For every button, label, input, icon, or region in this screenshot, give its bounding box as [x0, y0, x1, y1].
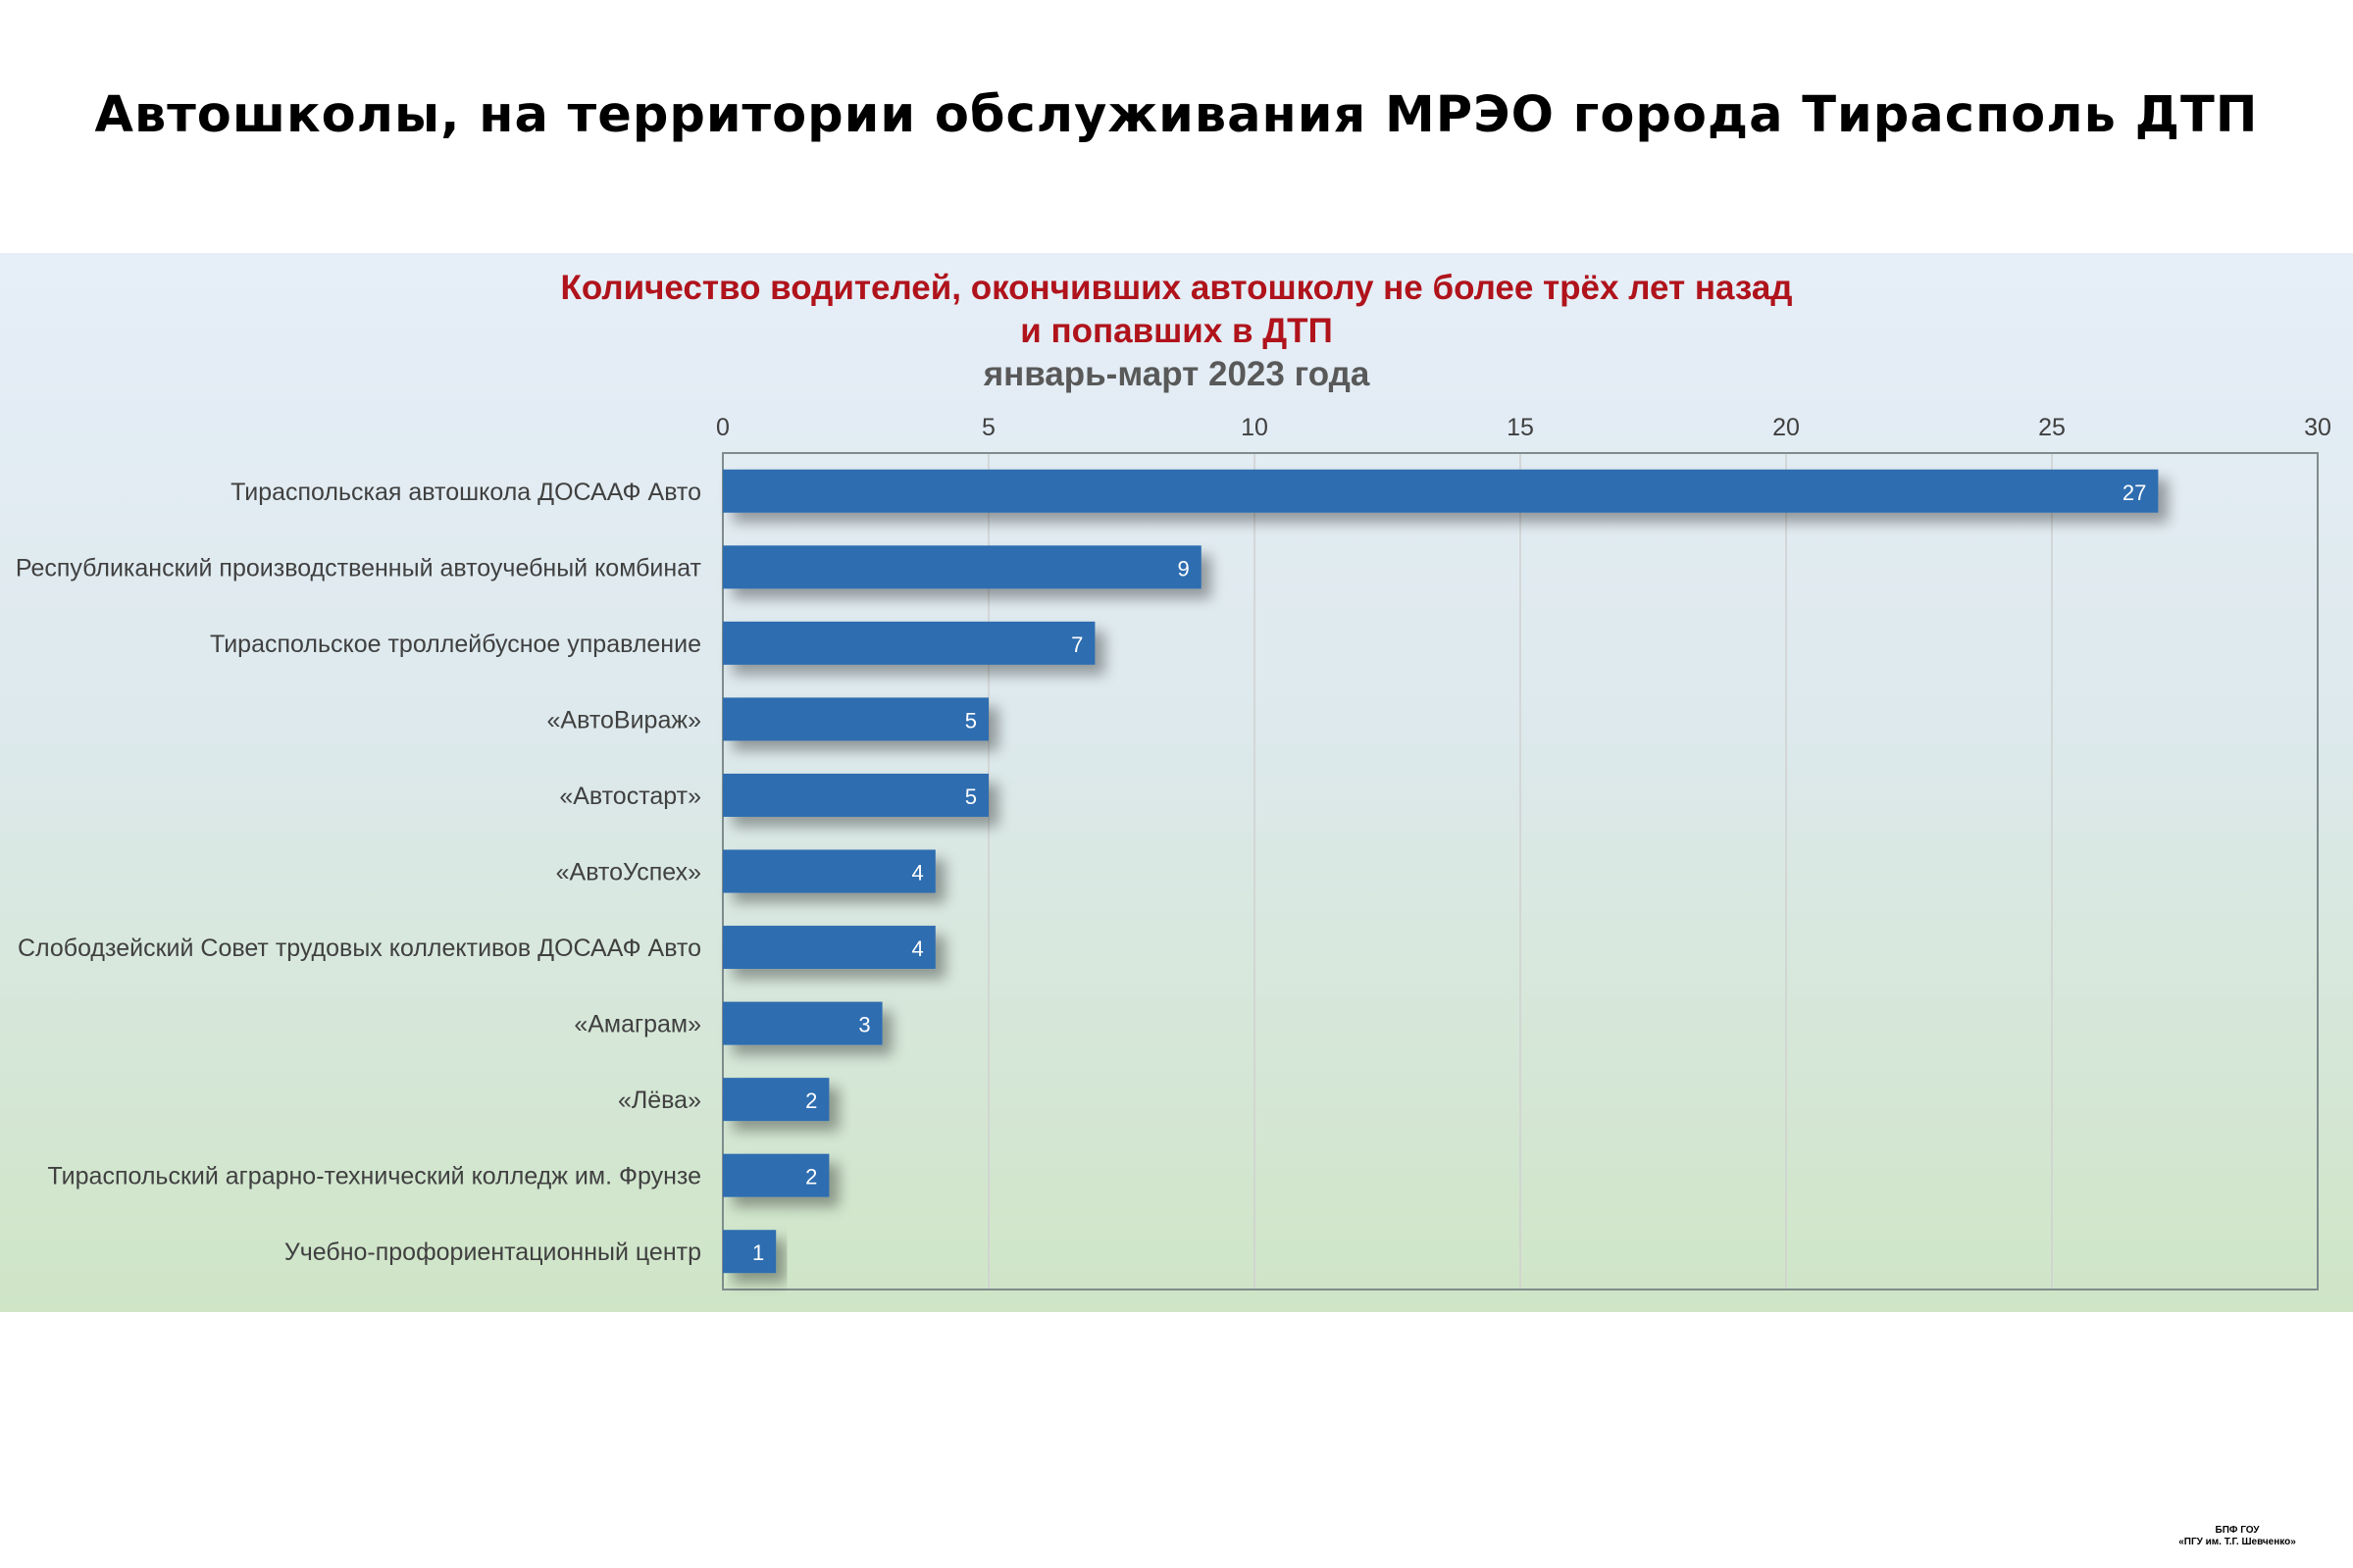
bar — [723, 926, 936, 970]
data-label: 3 — [858, 1013, 870, 1037]
data-label: 2 — [805, 1165, 817, 1189]
bar — [723, 773, 989, 817]
chart-title-line2: и попавших в ДТП — [1020, 312, 1333, 350]
bar — [723, 697, 989, 741]
chart-subtitle: январь-март 2023 года — [983, 355, 1370, 393]
data-label: 1 — [752, 1240, 764, 1265]
category-label: Слободзейский Совет трудовых коллективов… — [18, 935, 701, 962]
data-label: 2 — [805, 1088, 817, 1113]
data-label: 4 — [912, 861, 924, 885]
x-tick-label: 5 — [982, 414, 996, 441]
category-label: Учебно-профориентационный центр — [284, 1239, 701, 1266]
bar — [723, 469, 2159, 513]
x-tick-label: 30 — [2304, 414, 2331, 441]
x-tick-label: 10 — [1241, 414, 1268, 441]
x-tick-label: 15 — [1507, 414, 1534, 441]
x-tick-label: 25 — [2038, 414, 2066, 441]
data-label: 5 — [965, 784, 977, 809]
footer-credit-line1: БПФ ГОУ — [2215, 1525, 2260, 1536]
data-label: 5 — [965, 708, 977, 733]
category-label: «Автостарт» — [559, 783, 701, 810]
category-label: «Лёва» — [618, 1087, 701, 1114]
bar — [723, 1001, 883, 1045]
category-label: «АвтоВираж» — [547, 706, 701, 733]
category-label: Тираспольский аграрно-технический коллед… — [48, 1163, 702, 1190]
bar — [723, 1078, 830, 1122]
x-tick-label: 0 — [716, 414, 730, 441]
x-tick-label: 20 — [1772, 414, 1800, 441]
bar — [723, 621, 1096, 665]
bar — [723, 849, 936, 893]
page-title: Автошколы, на территории обслуживания МР… — [94, 86, 2259, 144]
data-label: 9 — [1178, 556, 1190, 581]
data-label: 27 — [2123, 481, 2146, 505]
category-label: «Амаграм» — [574, 1011, 701, 1038]
data-label: 4 — [912, 936, 924, 961]
category-label: «АвтоУспех» — [556, 859, 701, 886]
footer-credit: БПФ ГОУ «ПГУ им. Т.Г. Шевченко» — [2177, 1525, 2297, 1548]
category-label: Тираспольское троллейбусное управление — [210, 631, 701, 658]
bar — [723, 1230, 777, 1274]
chart-title-line1: Количество водителей, окончивших автошко… — [560, 269, 1793, 307]
footer-credit-line2: «ПГУ им. Т.Г. Шевченко» — [2178, 1537, 2296, 1547]
bar — [723, 545, 1202, 589]
chart-panel: Количество водителей, окончивших автошко… — [0, 253, 2353, 1312]
category-label: Тираспольская автошкола ДОСААФ Авто — [230, 479, 701, 506]
bar — [723, 1153, 830, 1197]
data-label: 7 — [1071, 632, 1083, 657]
category-label: Республиканский производственный автоуче… — [16, 554, 702, 582]
